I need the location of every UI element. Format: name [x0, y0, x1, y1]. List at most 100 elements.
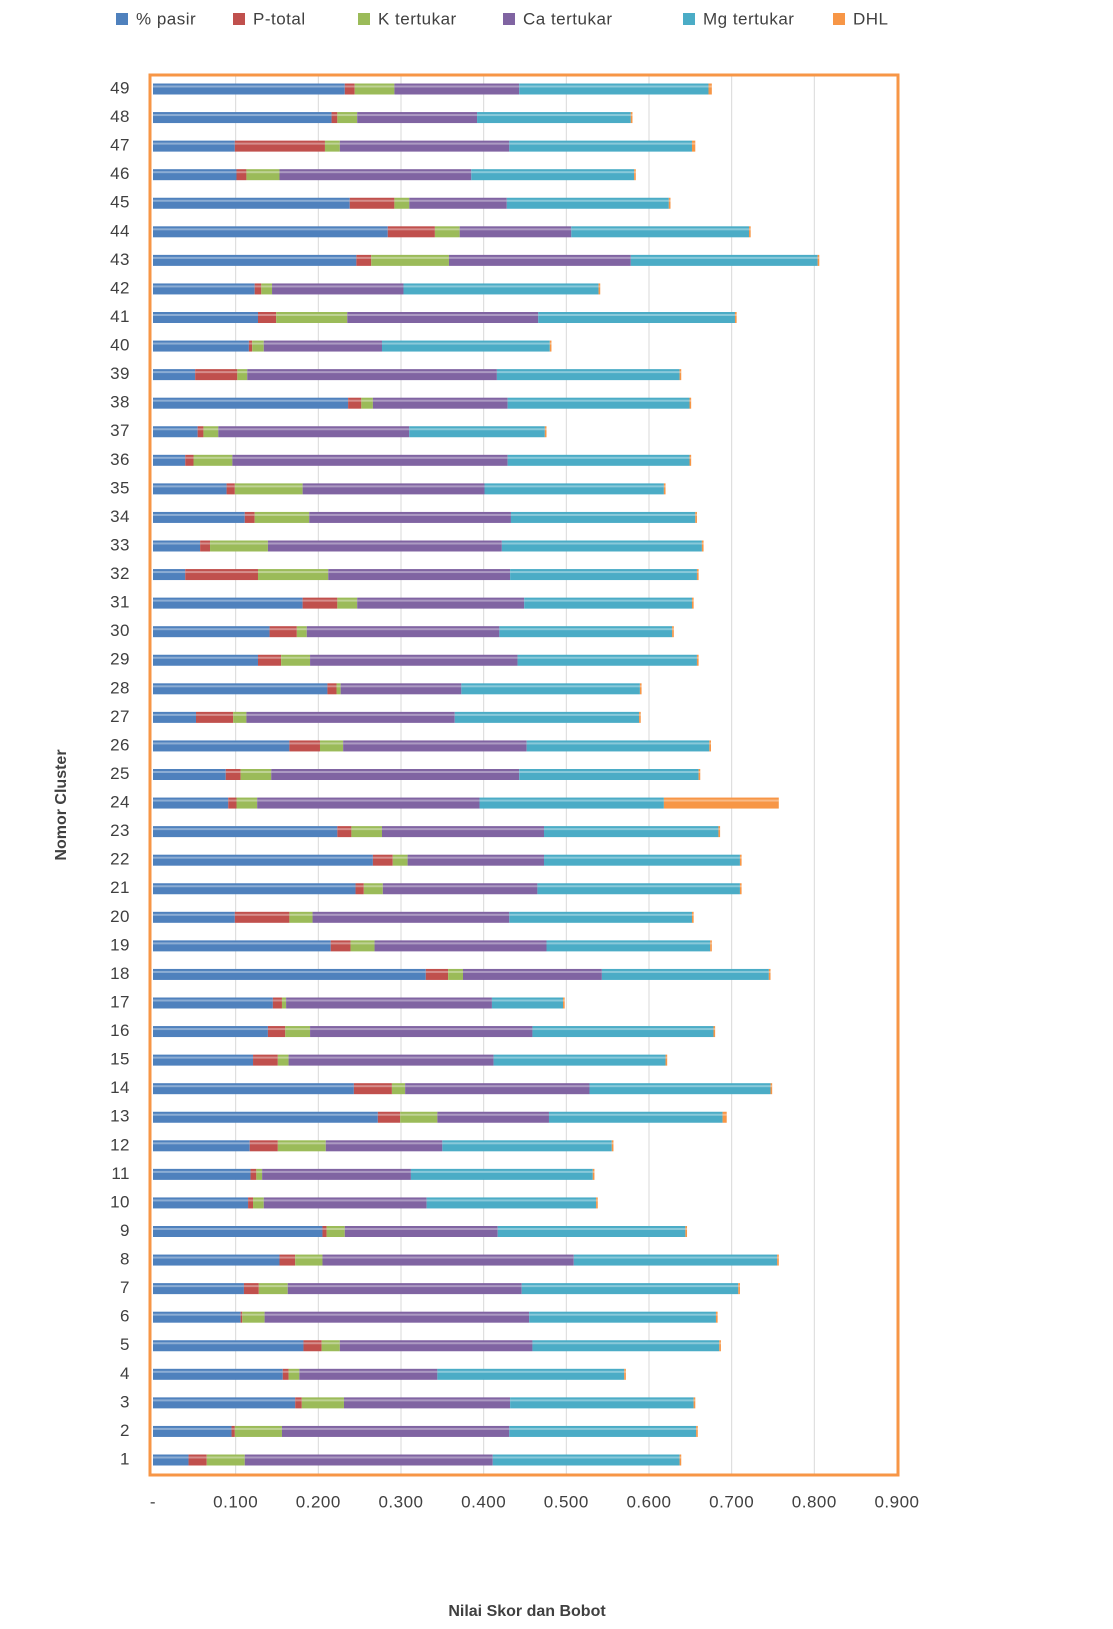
bar-segment [405, 1083, 590, 1095]
bar-highlight [410, 1170, 593, 1173]
bar-highlight [306, 628, 500, 631]
bar-segment [153, 1340, 304, 1352]
bar-segment [279, 169, 472, 181]
legend-label: K tertukar [378, 9, 457, 28]
bar-segment [679, 369, 682, 381]
bar-highlight [544, 828, 719, 831]
bar-highlight [257, 571, 329, 574]
bar-segment [257, 312, 277, 323]
bar-segment [289, 740, 320, 752]
bar-segment [232, 454, 508, 466]
bar-highlight [672, 628, 674, 631]
bar-highlight [698, 771, 701, 773]
bar-segment [409, 197, 507, 209]
bar-highlight [532, 1342, 720, 1345]
bar-highlight [153, 1056, 254, 1059]
bar-segment [701, 540, 704, 552]
bar-highlight [267, 542, 502, 545]
bar-highlight [407, 856, 545, 859]
bar-highlight [256, 1170, 263, 1173]
bar-segment [331, 112, 338, 124]
bar-highlight [563, 999, 565, 1002]
bar-highlight [381, 828, 545, 831]
bar-highlight [206, 1456, 245, 1459]
bar-highlight [372, 856, 393, 859]
legend-swatch [116, 13, 128, 25]
y-tick-label: 40 [110, 336, 130, 355]
bar-segment [153, 1397, 296, 1409]
bar-segment [206, 1454, 245, 1466]
y-tick-label: 38 [110, 393, 130, 412]
bar-segment [663, 797, 779, 809]
bar-highlight [153, 942, 331, 945]
bar-highlight [348, 399, 362, 402]
y-tick-label: 22 [110, 850, 130, 869]
bar-highlight [496, 371, 680, 374]
bar-highlight [598, 285, 601, 288]
bar-highlight [325, 1142, 443, 1145]
bar-highlight [153, 856, 373, 859]
bar-segment [263, 340, 382, 352]
bar-segment [153, 1168, 251, 1180]
x-tick-label: 0.100 [213, 1492, 258, 1511]
y-tick-label: 48 [110, 107, 130, 126]
bar-highlight [254, 513, 310, 516]
bar-segment [153, 1311, 241, 1323]
bar-highlight [303, 1342, 322, 1345]
bar-highlight [409, 428, 545, 431]
bar-highlight [228, 799, 237, 802]
bar-segment [343, 1397, 511, 1409]
bar-highlight [153, 1427, 232, 1430]
bar-segment [253, 1197, 264, 1209]
y-tick-label: 31 [110, 593, 130, 612]
bar-segment [330, 940, 351, 952]
bar-segment [710, 940, 712, 952]
bar-highlight [153, 913, 235, 916]
bar-highlight [691, 599, 694, 602]
bar-segment [210, 540, 268, 552]
bar-highlight [302, 485, 485, 488]
bar-highlight [519, 771, 699, 773]
bar-highlight [153, 199, 350, 202]
y-tick-label: 46 [110, 164, 130, 183]
bar-highlight [663, 799, 779, 802]
y-tick-label: 42 [110, 278, 130, 297]
bar-segment [521, 1283, 739, 1295]
bar-segment [153, 911, 235, 923]
bar-segment [289, 911, 313, 923]
bar-highlight [592, 1170, 595, 1173]
bar-highlight [685, 1228, 688, 1230]
bar-segment [573, 1254, 778, 1266]
bar-highlight [153, 1285, 244, 1288]
bar-segment [185, 454, 194, 466]
y-tick-label: 17 [110, 992, 130, 1011]
bar-segment [299, 1368, 438, 1380]
bar-highlight [153, 742, 290, 745]
bar-segment [325, 1140, 443, 1152]
bar-highlight [287, 1285, 522, 1288]
bar-highlight [639, 713, 641, 716]
bar-highlight [403, 285, 599, 288]
bar-segment [153, 569, 186, 581]
bar-highlight [263, 1199, 427, 1202]
y-tick-label: 18 [110, 964, 130, 983]
bar-segment [529, 1311, 716, 1323]
bar-segment [250, 1168, 257, 1180]
bar-highlight [529, 1313, 716, 1316]
y-tick-label: 49 [110, 78, 130, 97]
bar-segment [387, 226, 435, 238]
bar-segment [328, 569, 511, 581]
bar-segment [738, 1283, 740, 1295]
bar-highlight [537, 885, 740, 888]
bar-segment [288, 1054, 494, 1066]
y-tick-label: 3 [120, 1392, 130, 1411]
bar-highlight [153, 314, 258, 316]
bar-segment [153, 1425, 232, 1437]
x-tick-label: 0.800 [792, 1492, 837, 1511]
bar-segment [394, 83, 520, 95]
y-tick-label: 10 [110, 1192, 130, 1211]
bar-highlight [708, 85, 712, 88]
bar-highlight [709, 742, 711, 745]
bar-segment [324, 140, 340, 152]
legend-swatch [683, 13, 695, 25]
